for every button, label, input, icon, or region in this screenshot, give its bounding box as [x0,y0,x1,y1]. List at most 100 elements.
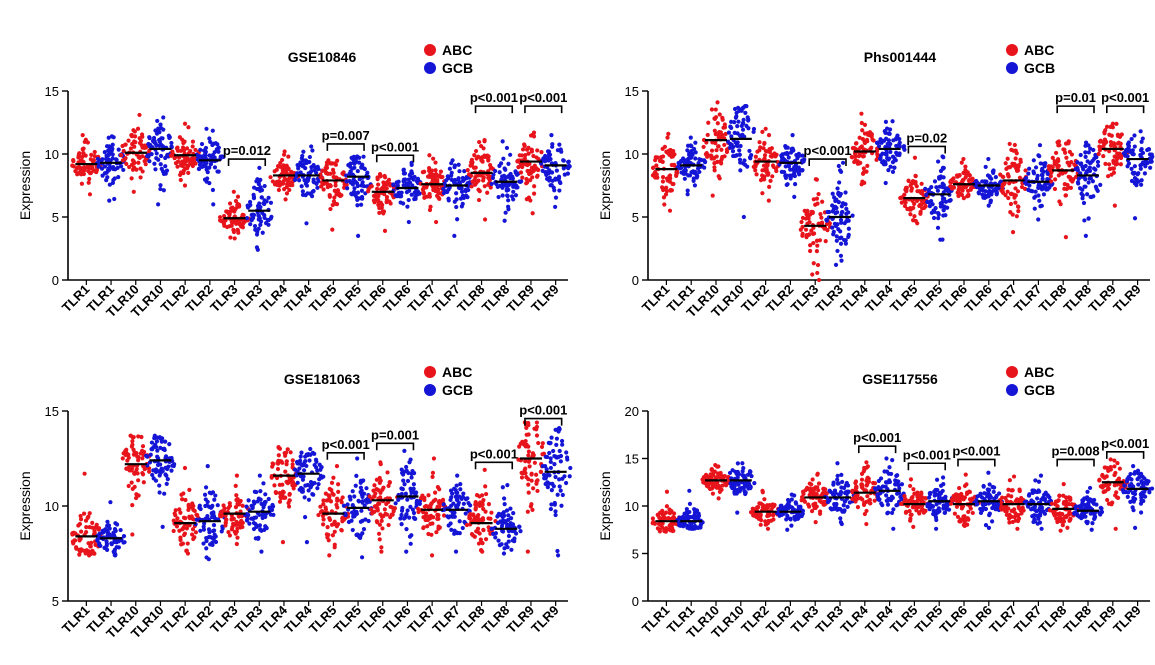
data-point [763,126,768,131]
data-point [535,173,540,178]
data-point [380,526,385,531]
significance-bracket [375,442,415,451]
data-point [482,154,487,160]
data-point [511,511,516,516]
data-point [150,472,155,478]
data-point [77,164,82,170]
data-point [790,173,795,178]
data-point [338,498,344,503]
data-point [452,199,457,204]
data-point [473,499,478,505]
y-tick-label: 10 [45,147,59,162]
data-point [895,133,900,138]
category-label: TLR7 [429,603,463,637]
data-point [358,478,363,483]
data-point [366,187,371,192]
data-point [1037,198,1042,203]
data-point [701,144,706,150]
data-point [998,172,1003,177]
data-point [852,146,857,151]
data-point [112,549,117,554]
data-point [806,502,811,507]
data-point [1083,163,1088,169]
data-point [449,495,454,500]
data-point [299,489,305,494]
data-point [1128,148,1133,153]
y-tick-label: 5 [52,594,59,609]
data-point [463,187,468,192]
data-point [513,169,518,174]
data-point [719,161,724,166]
data-point [655,526,660,531]
data-point [476,541,482,546]
data-point [110,180,115,185]
data-point [300,189,305,194]
data-point [1140,136,1145,141]
data-point [1095,188,1100,194]
data-point [966,172,971,177]
data-point [284,191,290,196]
data-point [667,510,673,515]
data-point [165,152,170,157]
data-point [246,498,251,503]
data-point [472,515,477,521]
data-point [328,183,333,189]
data-point [111,135,116,140]
data-point [355,203,360,208]
data-point [437,503,442,508]
data-point [327,553,332,558]
data-point [732,106,738,112]
data-point [433,168,438,173]
data-point [735,461,740,466]
data-point [405,508,410,513]
data-point [219,154,225,159]
data-point [544,467,549,472]
data-point [526,449,532,454]
data-point [532,460,537,465]
data-point [1149,156,1154,161]
data-point [346,162,351,168]
data-point [830,203,835,208]
data-point [483,537,489,542]
data-point [1039,172,1045,178]
data-point [557,188,562,193]
data-point [923,204,928,209]
data-point [564,455,570,460]
significance-bracket [474,105,514,114]
data-point [760,502,765,508]
data-point [398,200,403,205]
data-point [266,222,271,227]
legend-label-gcb: GCB [442,60,473,76]
data-point [281,179,286,184]
data-point [654,163,659,168]
data-point [154,151,159,156]
data-point [418,495,424,501]
data-point [96,526,102,531]
data-point [330,202,335,208]
data-point [511,197,516,202]
data-point [1138,129,1143,134]
data-point [211,536,216,542]
data-point [549,435,554,440]
data-point [1083,184,1088,189]
data-point [1037,183,1042,188]
data-point [311,179,316,184]
data-point [391,182,396,188]
data-point [481,178,486,183]
data-point [182,183,188,188]
data-point [717,112,722,117]
data-point [344,179,349,184]
data-point [1010,230,1016,235]
data-point [225,224,230,230]
data-point [302,515,308,520]
data-point [728,124,733,129]
data-point [938,201,943,206]
data-point [112,539,117,544]
data-point [217,218,223,223]
data-point [161,171,167,176]
data-point [529,147,534,152]
data-point [1142,161,1147,166]
data-point [1096,163,1101,168]
data-point [504,187,509,192]
category-label: TLR9 [528,603,562,637]
